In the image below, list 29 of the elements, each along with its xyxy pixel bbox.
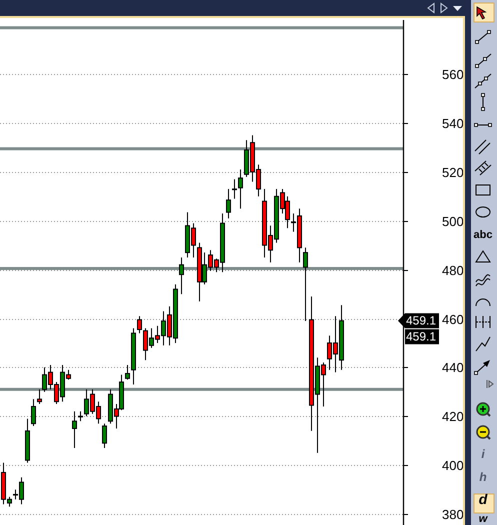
y-tick-label: 560 [442,67,464,82]
text: h [479,470,487,484]
text: abc [474,229,492,241]
candlestick [78,410,83,422]
text: 459.1 [406,330,436,344]
candlestick [303,247,308,322]
candlestick [102,423,107,449]
candlestick [179,256,184,295]
candlestick [226,188,231,219]
y-tick-label: 540 [442,116,464,131]
y-tick-label: 520 [442,165,464,180]
y-tick-label: 380 [442,507,464,522]
text: 459.1 [406,314,436,328]
y-tick-label: 400 [442,458,464,473]
y-tick-label: 460 [442,312,464,327]
y-tick-label: 440 [442,360,464,375]
text: i [481,447,486,461]
y-tick-label: 500 [442,214,464,229]
y-tick-label: 480 [442,263,464,278]
candlestick [31,398,36,427]
candlestick [238,168,243,210]
candlestick [137,316,142,334]
candlestick [37,388,42,405]
y-tick-label: 420 [442,409,464,424]
text: d [478,491,488,507]
candlestick [72,410,77,449]
text: w [478,513,489,525]
candlestick [232,178,237,200]
candlestick [125,364,130,380]
